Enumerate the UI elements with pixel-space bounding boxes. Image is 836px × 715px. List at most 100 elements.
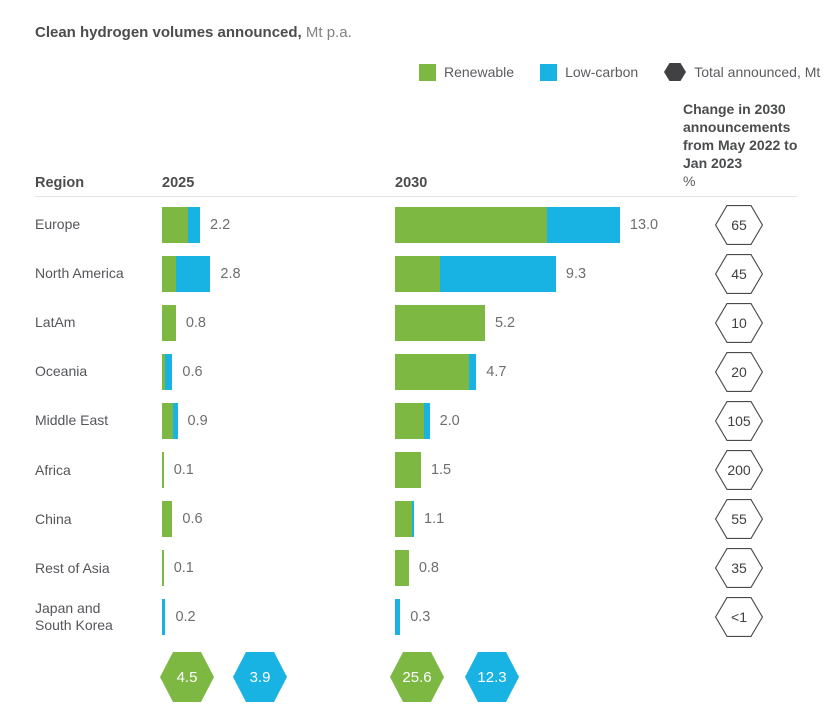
bar-2025-line: 2.8 <box>162 255 241 292</box>
bar-2030-renewable-segment <box>395 550 409 587</box>
change-value: 200 <box>727 462 751 478</box>
bar-2030-renewable-segment <box>395 255 440 292</box>
bar-2030-value: 0.3 <box>410 609 431 626</box>
change-value: 105 <box>727 412 751 429</box>
region-label: LatAm <box>35 314 76 331</box>
change-value: 35 <box>731 560 747 577</box>
change-hexagon-badge: 20 <box>715 351 763 392</box>
legend-label-total: Total announced, Mt <box>694 64 821 80</box>
total-2030-renewable-hexagon: 25.6 <box>390 652 444 702</box>
bar-2030-line: 1.5 <box>395 452 451 488</box>
table-row: China 0.6 1.1 55 <box>35 495 801 544</box>
bar-2030 <box>395 452 421 488</box>
hexagon-icon <box>390 652 444 702</box>
bar-2025-value: 0.1 <box>173 462 194 478</box>
bar-2025 <box>162 304 176 341</box>
total-2025-renewable-hexagon: 4.5 <box>160 652 214 702</box>
region-label: Japan and South Korea <box>35 600 113 634</box>
table-row: North America 2.8 9.3 45 <box>35 249 801 298</box>
bar-2025-value: 0.8 <box>185 314 206 331</box>
bar-2025-renewable-segment <box>162 550 164 587</box>
hexagon-icon <box>233 652 287 702</box>
column-header-2030: 2030 <box>395 175 428 191</box>
table-row: Middle East 0.9 2.0 105 <box>35 396 801 445</box>
bar-2025-lowcarbon-segment <box>173 402 178 439</box>
bar-2030-value: 0.8 <box>418 560 439 577</box>
bar-2025-line: 2.2 <box>162 206 230 243</box>
bar-2030-lowcarbon-segment <box>424 402 430 439</box>
bar-2030-value: 5.2 <box>494 314 516 331</box>
bar-2030-value: 4.7 <box>486 363 507 380</box>
hexagon-icon <box>160 652 214 702</box>
column-header-region: Region <box>35 175 85 191</box>
bar-2030-renewable-segment <box>395 353 470 390</box>
bar-2025-value: 0.6 <box>182 363 203 380</box>
hexagon-icon <box>715 351 763 392</box>
change-hexagon-badge: 45 <box>715 253 763 294</box>
change-value: <1 <box>731 609 747 626</box>
bar-2025-lowcarbon-segment <box>164 353 173 390</box>
bar-2025 <box>162 550 164 587</box>
bar-2025-value: 0.2 <box>175 609 196 626</box>
bar-2025-line: 0.1 <box>162 452 194 488</box>
bar-2025-renewable-segment <box>162 353 165 390</box>
bar-2030-renewable-segment <box>395 206 548 243</box>
table-row: LatAm 0.8 5.2 10 <box>35 298 801 347</box>
region-label: North America <box>35 265 124 282</box>
change-value: 65 <box>731 216 747 233</box>
region-label: Middle East <box>35 412 109 429</box>
bar-2030-renewable-segment <box>395 501 413 538</box>
bar-2030-renewable-segment <box>395 402 425 439</box>
low-carbon-swatch-icon <box>540 63 558 81</box>
bar-2025-line: 0.9 <box>162 402 208 439</box>
bar-2025-value: 0.1 <box>173 560 194 577</box>
column-header-2025: 2025 <box>162 175 195 191</box>
bar-2025-renewable-segment <box>162 452 164 488</box>
chart-rows: Europe 2.2 13.0 65 North America <box>35 200 801 650</box>
region-label: Africa <box>35 461 71 478</box>
totals-row: 4.5 3.9 25.6 12.3 <box>35 652 801 704</box>
table-row: Africa 0.1 1.5 200 <box>35 446 801 495</box>
bar-2030-renewable-segment <box>395 452 421 488</box>
bar-2025-lowcarbon-segment <box>187 206 201 243</box>
bar-2030 <box>395 550 409 587</box>
legend-label-renewable: Renewable <box>444 64 515 80</box>
change-column-header-text: Change in 2030 announcements from May 20… <box>683 101 798 171</box>
hexagon-icon <box>715 204 763 245</box>
bar-2025-value: 2.8 <box>220 265 241 282</box>
total-2025-low-carbon-hexagon: 3.9 <box>233 652 287 702</box>
total-2025-renewable-value: 4.5 <box>176 668 198 686</box>
bar-2025-line: 0.6 <box>162 353 203 390</box>
change-value: 45 <box>731 265 747 282</box>
hexagon-icon <box>715 597 763 638</box>
change-hexagon-badge: <1 <box>715 597 763 638</box>
bar-2030 <box>395 353 477 390</box>
hexagon-icon <box>465 652 519 702</box>
bar-2030-lowcarbon-segment <box>412 501 415 538</box>
legend-item-total: Total announced, Mt <box>664 63 820 81</box>
chart-title-main: Clean hydrogen volumes announced, <box>35 24 302 41</box>
hexagon-icon <box>715 450 763 490</box>
region-label: Rest of Asia <box>35 559 110 576</box>
bar-2030 <box>395 206 620 243</box>
bar-2025-lowcarbon-segment <box>162 599 166 636</box>
bar-2030-line: 5.2 <box>395 304 516 341</box>
bar-2025 <box>162 452 164 488</box>
change-value: 20 <box>731 363 747 380</box>
bar-2025-renewable-segment <box>162 501 173 538</box>
bar-2030-line: 1.1 <box>395 501 445 538</box>
bar-2030 <box>395 402 430 439</box>
change-value: 55 <box>731 511 747 528</box>
legend: Renewable Low-carbon Total announced, Mt <box>419 63 820 81</box>
bar-2025-lowcarbon-segment <box>175 255 211 292</box>
change-value: 10 <box>731 314 747 331</box>
total-2025-low-carbon-value: 3.9 <box>249 668 271 686</box>
bar-2025 <box>162 402 178 439</box>
hexagon-icon <box>715 499 763 540</box>
legend-item-low-carbon: Low-carbon <box>540 63 638 81</box>
bar-2025 <box>162 353 173 390</box>
bar-2030 <box>395 501 415 538</box>
bar-2030-value: 1.1 <box>424 511 445 528</box>
bar-2030-line: 0.3 <box>395 599 431 636</box>
